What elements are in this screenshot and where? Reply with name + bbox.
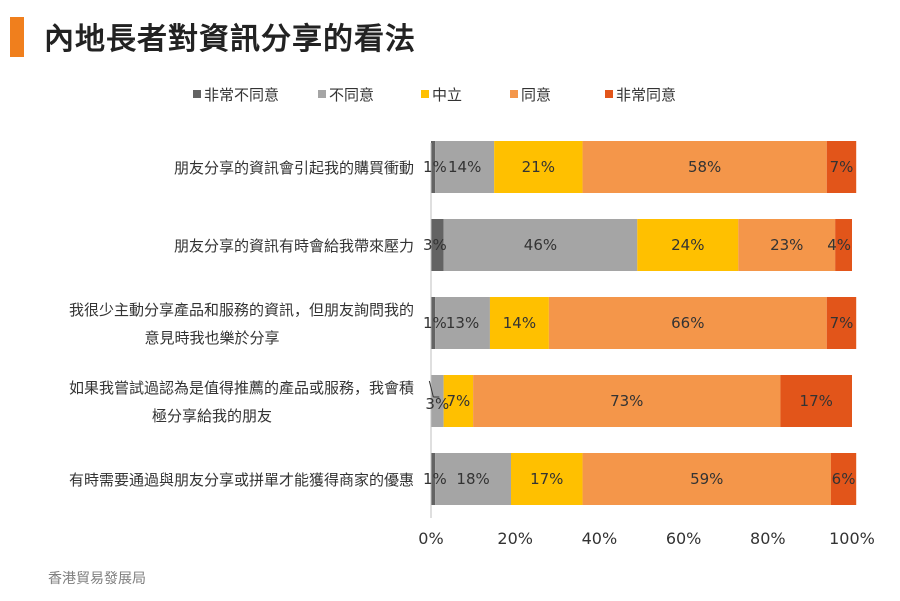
data-label: 24% — [671, 236, 704, 254]
bar-segment — [738, 219, 836, 271]
bar-segment — [435, 453, 511, 505]
data-label: 59% — [690, 470, 723, 488]
bar-segment — [435, 297, 490, 349]
title-accent-bar — [10, 17, 24, 57]
source-note: 香港貿易發展局 — [48, 571, 146, 587]
bar-segment — [431, 219, 444, 271]
bar-segment — [835, 219, 852, 271]
data-label: 1% — [423, 314, 447, 332]
legend-swatch — [193, 90, 201, 98]
bar-segment — [443, 375, 474, 427]
legend-label: 同意 — [521, 86, 551, 104]
data-label: 23% — [770, 236, 803, 254]
bar-segment — [582, 453, 831, 505]
data-label: 4% — [827, 236, 851, 254]
page-title: 內地長者對資訊分享的看法 — [44, 22, 416, 57]
data-label: 1% — [423, 470, 447, 488]
bar-segment — [510, 453, 583, 505]
bar-segment — [582, 141, 827, 193]
data-label: 3% — [423, 236, 447, 254]
data-label: 7% — [830, 314, 854, 332]
data-label: 66% — [671, 314, 704, 332]
category-label: 朋友分享的資訊有時會給我帶來壓力 — [174, 237, 414, 255]
data-label: 21% — [522, 158, 555, 176]
category-label: 極分享給我的朋友 — [152, 407, 272, 425]
data-label: 6% — [832, 470, 856, 488]
bar-segment — [431, 375, 444, 427]
data-label: 17% — [530, 470, 563, 488]
bar-segment — [431, 453, 436, 505]
legend-label: 不同意 — [329, 86, 374, 104]
category-label: 有時需要通過與朋友分享或拼單才能獲得商家的優惠 — [69, 471, 414, 489]
data-label: 3% — [425, 395, 449, 413]
legend-swatch — [510, 90, 518, 98]
legend-label: 非常同意 — [616, 86, 676, 104]
legend-swatch — [605, 90, 613, 98]
data-label: 7% — [446, 392, 470, 410]
data-label: 1% — [423, 158, 447, 176]
x-tick-label: 40% — [582, 529, 618, 548]
x-tick-label: 80% — [750, 529, 786, 548]
bar-segment — [431, 141, 436, 193]
data-label: 14% — [448, 158, 481, 176]
category-label: 如果我嘗試過認為是值得推薦的產品或服務，我會積 — [69, 379, 414, 397]
bar-segment — [489, 297, 549, 349]
x-tick-label: 0% — [418, 529, 443, 548]
bar-segment — [435, 141, 495, 193]
data-label: 13% — [446, 314, 479, 332]
x-tick-label: 20% — [497, 529, 533, 548]
bar-segment — [826, 141, 857, 193]
legend-swatch — [318, 90, 326, 98]
legend-label: 非常不同意 — [204, 86, 279, 104]
bar-segment — [826, 297, 857, 349]
bar-segment — [431, 297, 436, 349]
bar-segment — [548, 297, 827, 349]
data-label: 14% — [503, 314, 536, 332]
x-tick-label: 100% — [829, 529, 875, 548]
bar-segment — [830, 453, 857, 505]
data-label: 18% — [456, 470, 489, 488]
category-label: 意見時我也樂於分享 — [144, 329, 279, 347]
data-label: 17% — [800, 392, 833, 410]
x-tick-label: 60% — [666, 529, 702, 548]
data-label: 46% — [524, 236, 557, 254]
legend-swatch — [421, 90, 429, 98]
bar-segment — [443, 219, 638, 271]
bar-segment — [637, 219, 739, 271]
category-label: 朋友分享的資訊會引起我的購買衝動 — [174, 159, 414, 177]
bar-segment — [780, 375, 852, 427]
bar-segment — [473, 375, 781, 427]
category-label: 我很少主動分享產品和服務的資訊，但朋友詢問我的 — [69, 301, 414, 319]
leader-line — [428, 380, 434, 398]
data-label: 7% — [830, 158, 854, 176]
legend-label: 中立 — [432, 86, 462, 104]
data-label: 58% — [688, 158, 721, 176]
bar-segment — [494, 141, 583, 193]
data-label: 73% — [610, 392, 643, 410]
